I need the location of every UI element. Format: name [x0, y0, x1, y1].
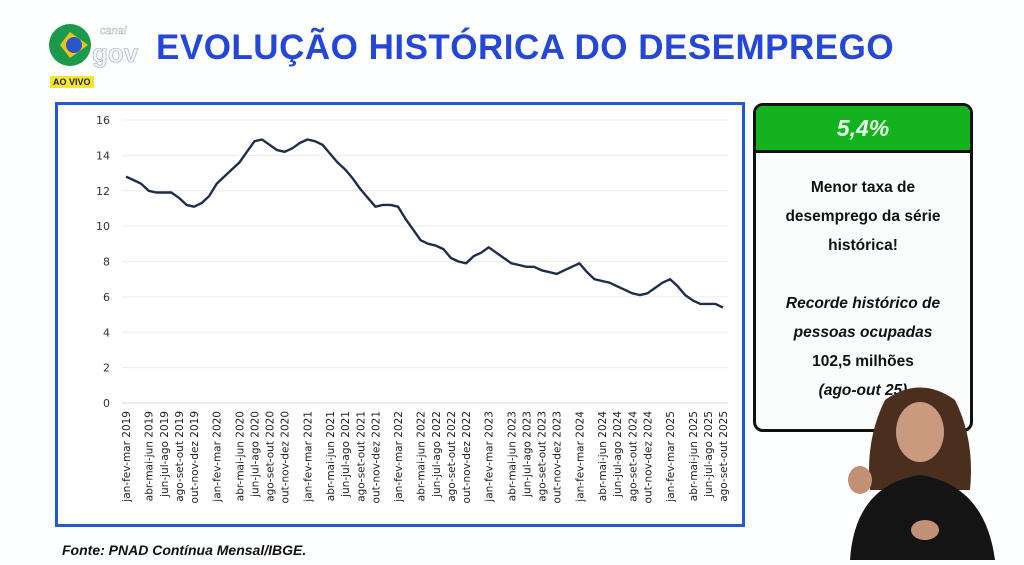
series-line	[126, 140, 723, 308]
x-tick-label: jan-fev-mar 2025	[665, 411, 677, 503]
x-tick-label: abr-mai-jun 2023	[506, 411, 518, 501]
x-tick-label: out-nov-dez 2022	[461, 411, 473, 503]
source-note: Fonte: PNAD Contínua Mensal/IBGE.	[62, 542, 306, 558]
x-tick-label: abr-mai-jun 2020	[234, 411, 246, 501]
x-tick-label: out-nov-dez 2023	[552, 411, 564, 503]
x-tick-label: ago-set-out 2021	[355, 411, 367, 502]
x-tick-label: abr-mai-jun 2021	[325, 411, 337, 501]
x-tick-label: jun-jul-ago 2019	[159, 411, 171, 498]
y-tick-label: 2	[103, 362, 110, 375]
x-tick-label: out-nov-dez 2019	[189, 411, 201, 503]
y-tick-label: 0	[103, 397, 110, 410]
x-tick-label: jun-jul-ago 2022	[431, 411, 443, 498]
headline-rate: 5,4%	[756, 106, 970, 153]
x-tick-label: jun-jul-ago 2023	[522, 411, 534, 498]
svg-text:gov: gov	[92, 38, 139, 68]
x-tick-label: jan-fev-mar 2019	[121, 411, 133, 503]
x-tick-label: jan-fev-mar 2024	[574, 411, 586, 503]
panel-text: Menor taxa de	[756, 173, 970, 202]
chart-frame: 0 2 4 6 8 10 12 14 16 jan-fev-mar 2019 abr-mai-jun…	[55, 102, 745, 527]
x-tick-label: jan-fev-mar 2020	[212, 411, 224, 503]
y-tick-label: 16	[96, 114, 110, 127]
x-tick-label: jun-jul-ago 2024	[612, 411, 624, 498]
unemployment-line-chart: 0 2 4 6 8 10 12 14 16 jan-fev-mar 2019 abr-mai-jun…	[58, 105, 742, 524]
x-tick-label: abr-mai-jun 2024	[597, 411, 609, 502]
y-tick-label: 10	[96, 220, 110, 233]
canal-gov-logo: canal gov	[48, 22, 148, 72]
page-title: EVOLUÇÃO HISTÓRICA DO DESEMPREGO	[156, 28, 894, 68]
panel-text: pessoas ocupadas	[756, 318, 970, 347]
y-tick-label: 4	[103, 326, 110, 339]
x-tick-label: ago-set-out 2020	[265, 411, 277, 502]
x-tick-label: ago-set-out 2023	[537, 411, 549, 502]
sign-language-interpreter-video	[830, 380, 1010, 560]
y-tick-label: 8	[103, 256, 110, 269]
x-tick-label: ago-set-out 2022	[446, 411, 458, 502]
x-tick-label: out-nov-dez 2024	[642, 411, 654, 504]
x-tick-label: jun-jul-ago 2021	[340, 411, 352, 498]
x-tick-label: out-nov-dez 2021	[370, 411, 382, 503]
panel-text: Recorde histórico de	[756, 289, 970, 318]
x-tick-label: jan-fev-mar 2022	[393, 411, 405, 503]
x-tick-label: jan-fev-mar 2023	[484, 411, 496, 503]
live-badge: AO VIVO	[50, 76, 94, 88]
x-tick-label: ago-set-out 2019	[174, 411, 186, 502]
x-tick-label: jan-fev-mar 2021	[302, 411, 314, 503]
x-tick-label: jun-jul-ago 2025	[703, 411, 715, 498]
panel-text: histórica!	[756, 231, 970, 260]
x-tick-label: ago-set-out 2024	[627, 411, 639, 502]
x-tick-label: ago-set-out 2025	[718, 411, 730, 502]
x-tick-label: out-nov-dez 2020	[280, 411, 292, 503]
x-tick-label: jun-jul-ago 2020	[249, 411, 261, 498]
x-tick-label: abr-mai-jun 2022	[416, 411, 428, 501]
x-tick-label: abr-mai-jun 2019	[144, 411, 156, 501]
y-tick-label: 6	[103, 291, 110, 304]
panel-text: desemprego da série	[756, 202, 970, 231]
y-tick-label: 14	[96, 149, 110, 162]
svg-text:canal: canal	[100, 25, 127, 37]
y-tick-label: 12	[96, 185, 110, 198]
panel-text: 102,5 milhões	[756, 347, 970, 376]
x-tick-label: abr-mai-jun 2025	[688, 411, 700, 501]
